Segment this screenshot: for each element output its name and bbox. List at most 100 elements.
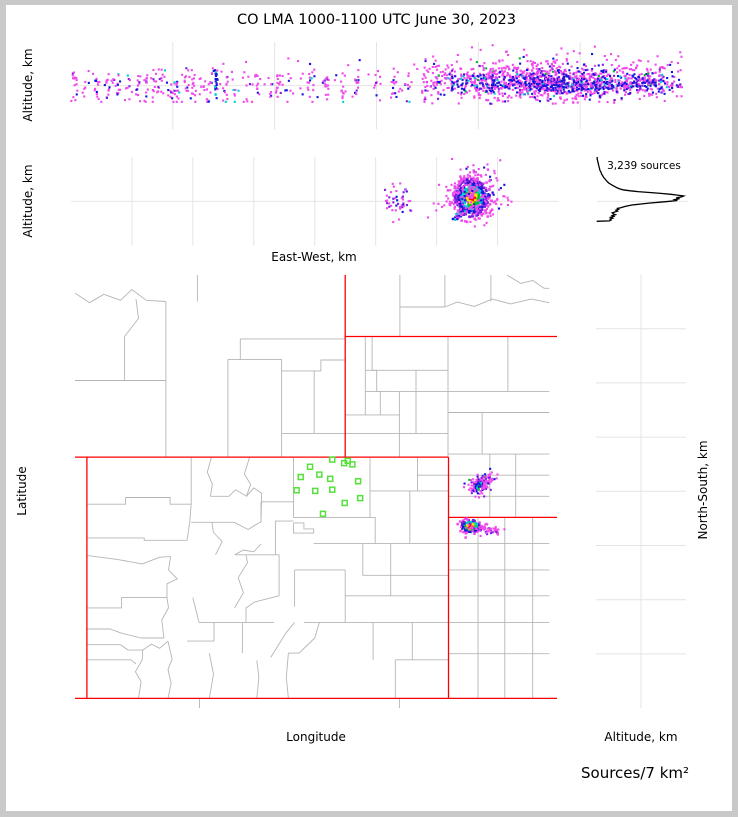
source-point bbox=[389, 191, 392, 194]
source-point bbox=[497, 88, 500, 91]
source-point bbox=[561, 81, 564, 84]
county-line bbox=[270, 622, 295, 658]
source-point bbox=[468, 89, 471, 92]
source-point bbox=[458, 186, 461, 189]
source-point bbox=[628, 86, 631, 89]
source-point bbox=[594, 83, 597, 86]
source-point bbox=[471, 190, 474, 193]
source-point bbox=[680, 86, 683, 89]
source-point bbox=[454, 190, 457, 193]
source-point bbox=[516, 86, 519, 89]
source-point bbox=[582, 84, 585, 87]
source-point bbox=[668, 88, 671, 91]
source-point bbox=[496, 82, 499, 85]
source-point bbox=[635, 81, 638, 84]
source-point bbox=[163, 69, 166, 72]
source-point bbox=[416, 67, 419, 70]
source-point bbox=[435, 83, 438, 86]
source-point bbox=[479, 187, 482, 191]
source-point bbox=[640, 78, 643, 81]
source-point bbox=[588, 88, 591, 91]
source-point bbox=[463, 522, 466, 525]
source-point bbox=[478, 217, 481, 220]
county-line bbox=[161, 597, 169, 639]
source-point bbox=[138, 82, 141, 85]
source-point bbox=[472, 213, 475, 216]
source-point bbox=[647, 83, 650, 86]
source-point bbox=[484, 484, 487, 487]
source-point bbox=[473, 75, 476, 78]
source-point bbox=[504, 81, 507, 84]
source-point bbox=[198, 93, 201, 96]
source-point bbox=[646, 79, 649, 82]
source-point bbox=[460, 213, 463, 216]
county-line bbox=[256, 660, 260, 699]
source-point bbox=[222, 87, 225, 90]
source-point bbox=[214, 69, 217, 72]
source-point bbox=[547, 78, 550, 81]
source-point bbox=[94, 87, 97, 90]
source-point bbox=[413, 63, 416, 66]
source-point bbox=[496, 85, 499, 88]
source-point bbox=[456, 186, 459, 189]
source-point bbox=[401, 210, 404, 213]
source-point bbox=[501, 84, 504, 87]
altitude-histogram-line bbox=[596, 157, 687, 222]
source-point bbox=[451, 85, 454, 88]
source-point bbox=[452, 83, 455, 86]
source-point bbox=[460, 207, 463, 210]
source-point bbox=[186, 86, 189, 89]
source-point bbox=[502, 195, 505, 198]
source-point bbox=[390, 80, 393, 83]
source-point bbox=[552, 60, 555, 63]
source-point bbox=[385, 194, 388, 197]
source-point bbox=[398, 218, 401, 221]
source-point bbox=[552, 88, 555, 91]
source-point bbox=[562, 73, 565, 76]
source-point bbox=[327, 84, 330, 87]
source-point bbox=[491, 89, 494, 92]
source-point bbox=[342, 100, 345, 103]
source-point bbox=[651, 91, 654, 94]
source-point bbox=[489, 488, 492, 491]
source-point bbox=[585, 88, 588, 91]
source-point bbox=[638, 74, 641, 77]
source-point bbox=[531, 64, 534, 67]
source-point bbox=[123, 99, 126, 102]
source-point bbox=[525, 83, 528, 86]
source-point bbox=[576, 88, 579, 91]
source-point bbox=[554, 78, 557, 81]
source-point bbox=[460, 83, 463, 86]
source-point bbox=[519, 93, 522, 96]
source-point bbox=[576, 60, 579, 63]
source-point bbox=[588, 98, 591, 101]
source-point bbox=[464, 528, 467, 531]
source-point bbox=[496, 79, 499, 82]
source-point bbox=[519, 73, 522, 76]
source-point bbox=[526, 72, 529, 75]
source-point bbox=[555, 88, 558, 91]
source-point bbox=[621, 67, 624, 70]
source-point bbox=[474, 486, 477, 489]
source-point bbox=[479, 74, 482, 77]
source-point bbox=[617, 55, 620, 58]
source-point bbox=[424, 96, 427, 99]
source-point bbox=[423, 66, 426, 69]
source-point bbox=[341, 97, 344, 100]
source-point bbox=[482, 202, 485, 205]
source-point bbox=[447, 77, 450, 80]
source-point bbox=[170, 83, 173, 86]
source-point bbox=[325, 85, 328, 88]
source-point bbox=[579, 71, 582, 74]
source-point bbox=[408, 85, 411, 88]
source-point bbox=[543, 92, 546, 95]
source-point bbox=[505, 74, 508, 77]
source-point bbox=[119, 80, 122, 83]
source-point bbox=[646, 81, 649, 84]
source-point bbox=[276, 86, 279, 89]
source-point bbox=[393, 75, 396, 78]
source-point bbox=[255, 74, 258, 77]
source-point bbox=[571, 88, 574, 91]
source-point bbox=[466, 181, 470, 185]
source-point bbox=[489, 69, 492, 72]
